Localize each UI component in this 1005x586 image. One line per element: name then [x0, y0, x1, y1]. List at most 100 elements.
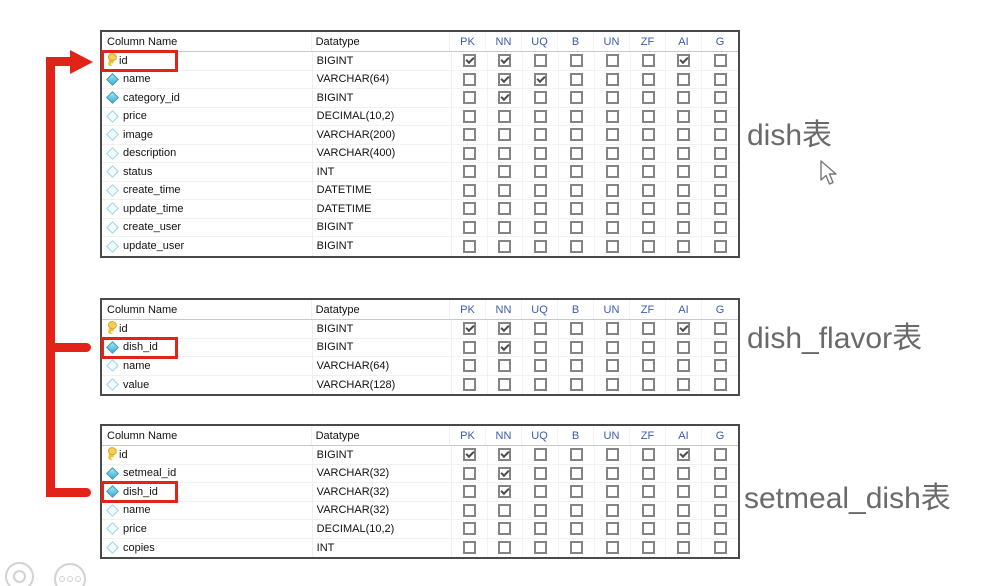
checkbox-g[interactable]: [713, 522, 727, 536]
column-name-cell[interactable]: create_time: [102, 181, 313, 199]
checkbox-zf[interactable]: [641, 340, 655, 354]
datatype-cell[interactable]: DATETIME: [313, 181, 452, 199]
checkbox-zf[interactable]: [641, 485, 655, 499]
column-name-cell[interactable]: image: [102, 126, 313, 144]
checkbox-pk[interactable]: [462, 146, 476, 160]
checkbox-un[interactable]: [605, 202, 619, 216]
table-row[interactable]: price DECIMAL(10,2): [102, 520, 738, 539]
datatype-cell[interactable]: BIGINT: [313, 320, 452, 338]
checkbox-ai[interactable]: [677, 202, 691, 216]
checkbox-ai[interactable]: [677, 466, 691, 480]
table-row[interactable]: dish_id BIGINT: [101, 336, 738, 359]
checkbox-g[interactable]: [713, 485, 727, 499]
checkbox-un[interactable]: [605, 165, 619, 179]
checkbox-b[interactable]: [570, 340, 584, 354]
column-name-cell[interactable]: name: [102, 70, 313, 88]
checkbox-b[interactable]: [570, 109, 584, 123]
checkbox-zf[interactable]: [641, 239, 655, 253]
checkbox-uq[interactable]: [534, 183, 548, 197]
checkbox-b[interactable]: [570, 503, 584, 517]
column-name-cell[interactable]: price: [102, 107, 313, 125]
checkbox-b[interactable]: [570, 220, 584, 234]
checkbox-uq[interactable]: [534, 109, 548, 123]
checkbox-pk[interactable]: [462, 220, 476, 234]
checkbox-zf[interactable]: [641, 378, 655, 392]
checkbox-g[interactable]: [713, 165, 727, 179]
table-row[interactable]: id BIGINT: [101, 50, 738, 72]
column-name-cell[interactable]: create_user: [102, 218, 313, 236]
checkbox-un[interactable]: [605, 466, 619, 480]
checkbox-uq[interactable]: [534, 503, 548, 517]
checkbox-ai[interactable]: [677, 165, 691, 179]
table-row[interactable]: status INT: [102, 163, 738, 182]
table-row[interactable]: dish_id VARCHAR(32): [101, 481, 738, 503]
table-row[interactable]: name VARCHAR(64): [102, 70, 738, 89]
checkbox-g[interactable]: [713, 128, 727, 142]
column-name-cell[interactable]: name: [102, 501, 313, 519]
checkbox-ai[interactable]: [677, 109, 691, 123]
table-row[interactable]: create_time DATETIME: [102, 181, 738, 200]
checkbox-un[interactable]: [605, 239, 619, 253]
checkbox-uq[interactable]: [534, 239, 548, 253]
checkbox-zf[interactable]: [641, 54, 655, 68]
checkbox-uq[interactable]: [534, 522, 548, 536]
checkbox-g[interactable]: [713, 146, 727, 160]
datatype-cell[interactable]: INT: [313, 538, 452, 557]
checkbox-g[interactable]: [713, 72, 727, 86]
table-row[interactable]: value VARCHAR(128): [102, 375, 738, 394]
checkbox-nn[interactable]: [498, 522, 512, 536]
checkbox-ai[interactable]: [677, 522, 691, 536]
checkbox-b[interactable]: [570, 239, 584, 253]
checkbox-zf[interactable]: [641, 72, 655, 86]
datatype-cell[interactable]: BIGINT: [313, 218, 452, 236]
datatype-cell[interactable]: DATETIME: [313, 200, 452, 218]
checkbox-pk[interactable]: [462, 378, 476, 392]
column-name-cell[interactable]: description: [102, 144, 313, 162]
datatype-cell[interactable]: BIGINT: [313, 52, 452, 70]
checkbox-pk[interactable]: [462, 202, 476, 216]
datatype-cell[interactable]: INT: [313, 163, 452, 181]
checkbox-uq[interactable]: [534, 220, 548, 234]
checkbox-ai[interactable]: [677, 54, 691, 68]
table-row[interactable]: price DECIMAL(10,2): [102, 107, 738, 126]
checkbox-b[interactable]: [570, 165, 584, 179]
checkbox-b[interactable]: [570, 359, 584, 373]
datatype-cell[interactable]: BIGINT: [313, 89, 452, 107]
checkbox-un[interactable]: [605, 54, 619, 68]
table-row[interactable]: description VARCHAR(400): [102, 144, 738, 163]
checkbox-uq[interactable]: [534, 541, 548, 555]
datatype-cell[interactable]: BIGINT: [313, 237, 452, 256]
checkbox-zf[interactable]: [641, 91, 655, 105]
checkbox-g[interactable]: [713, 541, 727, 555]
checkbox-nn[interactable]: [498, 72, 512, 86]
column-name-cell[interactable]: copies: [102, 538, 313, 557]
checkbox-ai[interactable]: [677, 239, 691, 253]
checkbox-nn[interactable]: [498, 128, 512, 142]
checkbox-zf[interactable]: [641, 466, 655, 480]
checkbox-ai[interactable]: [677, 146, 691, 160]
checkbox-nn[interactable]: [498, 485, 512, 499]
checkbox-pk[interactable]: [462, 165, 476, 179]
column-name-cell[interactable]: update_time: [102, 200, 313, 218]
checkbox-g[interactable]: [713, 220, 727, 234]
table-row[interactable]: id BIGINT: [102, 446, 738, 465]
checkbox-b[interactable]: [570, 146, 584, 160]
checkbox-ai[interactable]: [677, 448, 691, 462]
checkbox-ai[interactable]: [677, 340, 691, 354]
checkbox-pk[interactable]: [462, 72, 476, 86]
checkbox-zf[interactable]: [641, 146, 655, 160]
checkbox-g[interactable]: [713, 378, 727, 392]
column-name-cell[interactable]: category_id: [102, 89, 313, 107]
column-name-cell[interactable]: setmeal_id: [102, 464, 313, 482]
datatype-cell[interactable]: DECIMAL(10,2): [313, 520, 452, 538]
checkbox-b[interactable]: [570, 322, 584, 336]
datatype-cell[interactable]: VARCHAR(32): [313, 464, 452, 482]
checkbox-un[interactable]: [605, 183, 619, 197]
checkbox-uq[interactable]: [534, 340, 548, 354]
datatype-cell[interactable]: VARCHAR(32): [313, 483, 452, 501]
checkbox-zf[interactable]: [641, 541, 655, 555]
checkbox-un[interactable]: [605, 146, 619, 160]
checkbox-un[interactable]: [605, 220, 619, 234]
checkbox-ai[interactable]: [677, 322, 691, 336]
checkbox-nn[interactable]: [498, 183, 512, 197]
